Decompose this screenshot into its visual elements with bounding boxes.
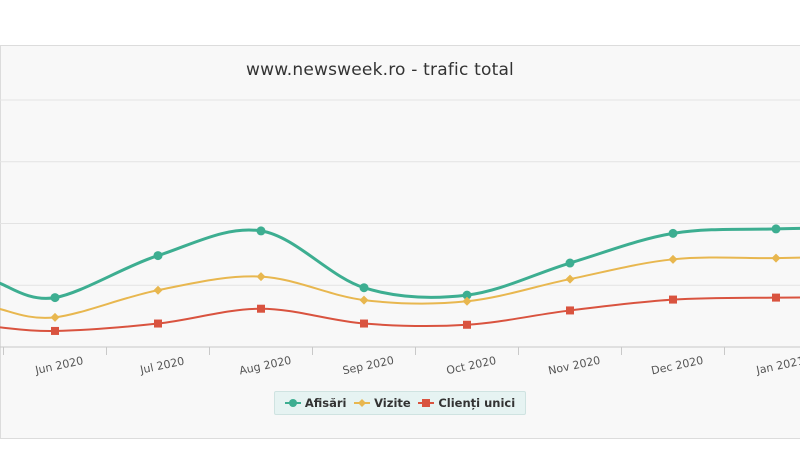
series-group (0, 224, 800, 335)
x-tick-label: Sep 2020 (341, 354, 395, 378)
legend-item-vizite[interactable]: Vizite (354, 396, 411, 410)
legend-diamond-marker-icon (354, 399, 371, 407)
series-line (0, 226, 800, 300)
data-point[interactable] (771, 253, 781, 263)
x-tick-label: Nov 2020 (547, 354, 602, 378)
data-point[interactable] (153, 285, 163, 295)
data-point[interactable] (50, 293, 60, 303)
chart-panel (0, 45, 800, 439)
data-point[interactable] (462, 296, 472, 306)
legend-square-marker-icon (418, 399, 435, 407)
data-point[interactable] (463, 320, 471, 329)
legend-circle-marker-icon (284, 399, 301, 407)
data-point[interactable] (257, 304, 265, 313)
data-point[interactable] (51, 326, 59, 335)
chart-legend: Afisări Vizite Clienți unici (274, 391, 526, 415)
x-tick-label: Aug 2020 (238, 354, 293, 378)
x-tick-label: Dec 2020 (650, 354, 704, 378)
x-tick-label: Jan 2021 (754, 354, 800, 377)
data-point[interactable] (256, 226, 266, 236)
legend-label: Afisări (304, 396, 347, 410)
data-point[interactable] (772, 293, 780, 302)
data-point[interactable] (668, 228, 678, 238)
data-point[interactable] (566, 306, 574, 315)
data-point[interactable] (256, 272, 266, 282)
x-axis: Jun 2020 Jul 2020 Aug 2020 Sep 2020 Oct 2020… (3, 347, 800, 378)
gridlines (0, 99, 800, 348)
data-point[interactable] (50, 312, 60, 322)
data-point[interactable] (359, 295, 369, 305)
data-point[interactable] (668, 254, 678, 264)
series-line (0, 296, 800, 332)
x-tick-label: Jul 2020 (138, 355, 185, 377)
legend-label: Clienți unici (438, 396, 516, 410)
data-point[interactable] (360, 319, 368, 328)
data-point[interactable] (153, 251, 163, 261)
series-line (0, 256, 800, 319)
x-tick-label: Oct 2020 (445, 354, 497, 377)
chart-title: www.newsweek.ro - trafic total (246, 60, 514, 80)
data-point[interactable] (669, 295, 677, 304)
legend-label: Vizite (374, 396, 411, 410)
data-point[interactable] (359, 283, 369, 293)
panel-bottom-border (0, 438, 800, 439)
data-point[interactable] (565, 274, 575, 284)
legend-item-afisari[interactable]: Afisări (284, 396, 347, 410)
data-point[interactable] (771, 224, 781, 234)
x-tick-label: Jun 2020 (33, 354, 84, 377)
data-point[interactable] (462, 290, 472, 300)
data-point[interactable] (154, 319, 162, 328)
legend-item-clienti-unici[interactable]: Clienți unici (418, 396, 515, 410)
data-point[interactable] (565, 258, 575, 268)
